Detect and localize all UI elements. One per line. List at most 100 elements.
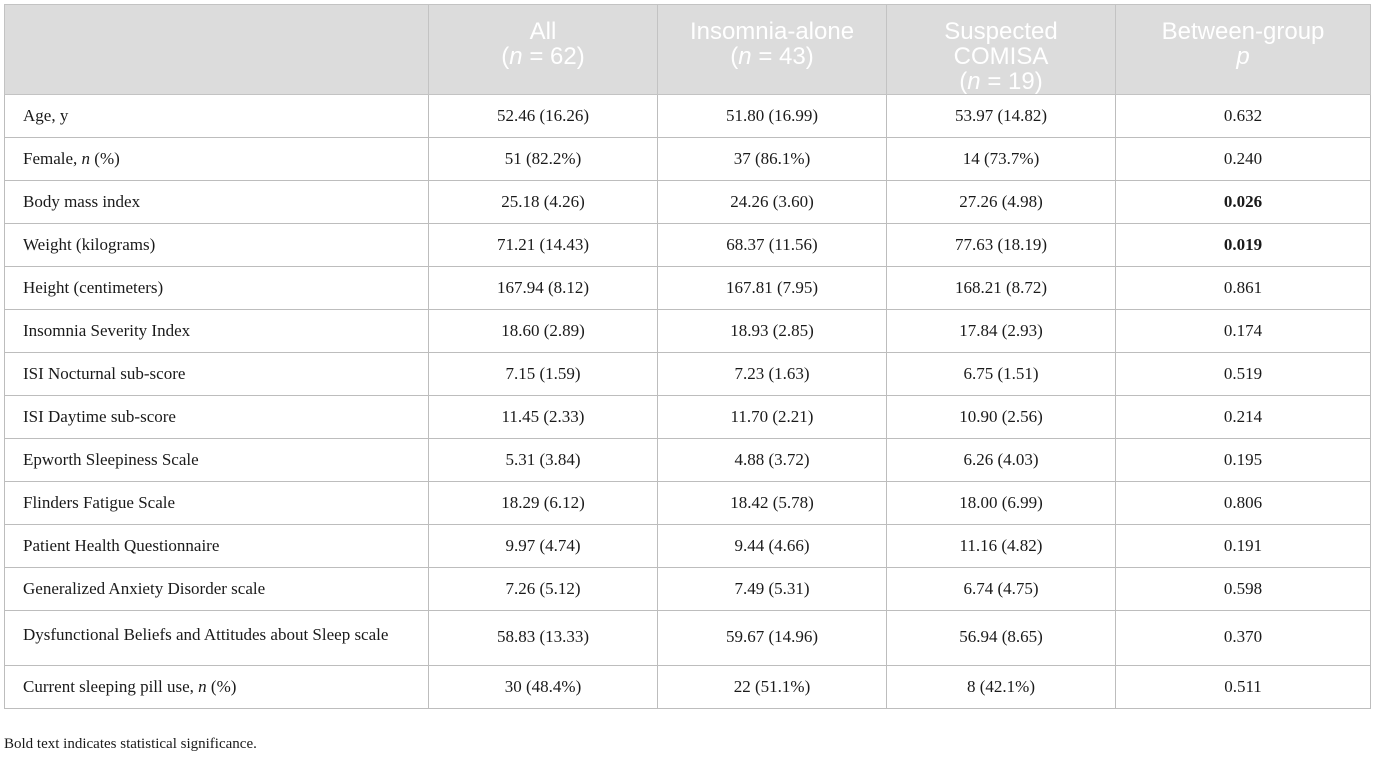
- cell-insomnia-alone: 18.93 (2.85): [657, 309, 887, 353]
- cell-insomnia-alone: 37 (86.1%): [657, 137, 887, 181]
- row-label: Flinders Fatigue Scale: [4, 481, 429, 525]
- table-row: Height (centimeters) 167.94 (8.12) 167.81 …: [4, 266, 1371, 310]
- cell-suspected-comisa: 18.00 (6.99): [886, 481, 1116, 525]
- header-insomnia-alone-n: (n = 43): [730, 43, 814, 70]
- table-row: Insomnia Severity Index 18.60 (2.89) 18.93…: [4, 309, 1371, 353]
- table-header: All (n = 62) Insomnia-alone (n = 43) Sus…: [4, 4, 1371, 95]
- header-all: All (n = 62): [428, 4, 658, 95]
- table-row: Weight (kilograms) 71.21 (14.43) 68.37 (11…: [4, 223, 1371, 267]
- header-between-group-p: Between-group p: [1115, 4, 1371, 95]
- table-row: Epworth Sleepiness Scale 5.31 (3.84) 4.88 …: [4, 438, 1371, 482]
- cell-p-value: 0.806: [1115, 481, 1371, 525]
- cell-suspected-comisa: 17.84 (2.93): [886, 309, 1116, 353]
- cell-insomnia-alone: 22 (51.1%): [657, 665, 887, 709]
- cell-insomnia-alone: 167.81 (7.95): [657, 266, 887, 310]
- header-all-title: All: [529, 18, 557, 45]
- row-label: Epworth Sleepiness Scale: [4, 438, 429, 482]
- row-label: Patient Health Questionnaire: [4, 524, 429, 568]
- cell-all: 7.15 (1.59): [428, 352, 658, 396]
- cell-insomnia-alone: 51.80 (16.99): [657, 94, 887, 138]
- header-suspected-comisa: Suspected COMISA (n = 19): [886, 4, 1116, 95]
- cell-all: 9.97 (4.74): [428, 524, 658, 568]
- cell-p-value: 0.240: [1115, 137, 1371, 181]
- cell-p-value: 0.174: [1115, 309, 1371, 353]
- cell-all: 18.60 (2.89): [428, 309, 658, 353]
- cell-suspected-comisa: 8 (42.1%): [886, 665, 1116, 709]
- cell-suspected-comisa: 168.21 (8.72): [886, 266, 1116, 310]
- cell-all: 18.29 (6.12): [428, 481, 658, 525]
- cell-all: 71.21 (14.43): [428, 223, 658, 267]
- header-insomnia-alone-title: Insomnia-alone: [689, 18, 855, 45]
- table-row: Dysfunctional Beliefs and Attitudes abou…: [4, 610, 1371, 666]
- cell-insomnia-alone: 68.37 (11.56): [657, 223, 887, 267]
- table-row: Generalized Anxiety Disorder scale 7.26 (…: [4, 567, 1371, 611]
- row-label: Body mass index: [4, 180, 429, 224]
- cell-all: 5.31 (3.84): [428, 438, 658, 482]
- cell-p-value: 0.195: [1115, 438, 1371, 482]
- row-label: ISI Nocturnal sub-score: [4, 352, 429, 396]
- table-row: Female, n (%) 51 (82.2%) 37 (86.1%) 14 (73.…: [4, 137, 1371, 181]
- cell-p-value: 0.019: [1115, 223, 1371, 267]
- header-all-n: (n = 62): [501, 43, 585, 70]
- cell-suspected-comisa: 53.97 (14.82): [886, 94, 1116, 138]
- cell-all: 167.94 (8.12): [428, 266, 658, 310]
- row-label: Dysfunctional Beliefs and Attitudes abou…: [4, 610, 429, 666]
- cell-insomnia-alone: 11.70 (2.21): [657, 395, 887, 439]
- row-label: Insomnia Severity Index: [4, 309, 429, 353]
- cell-p-value: 0.598: [1115, 567, 1371, 611]
- cell-insomnia-alone: 7.23 (1.63): [657, 352, 887, 396]
- cell-p-value: 0.861: [1115, 266, 1371, 310]
- cell-suspected-comisa: 56.94 (8.65): [886, 610, 1116, 666]
- cell-all: 58.83 (13.33): [428, 610, 658, 666]
- cell-p-value: 0.632: [1115, 94, 1371, 138]
- cell-all: 25.18 (4.26): [428, 180, 658, 224]
- table-row: Age, y 52.46 (16.26) 51.80 (16.99) 53.97 (1…: [4, 94, 1371, 138]
- cell-insomnia-alone: 24.26 (3.60): [657, 180, 887, 224]
- header-suspected-comisa-n: (n = 19): [959, 68, 1043, 95]
- header-suspected-comisa-title-1: Suspected: [944, 18, 1058, 45]
- table-row: Patient Health Questionnaire 9.97 (4.74) 9…: [4, 524, 1371, 568]
- table-row: ISI Nocturnal sub-score 7.15 (1.59) 7.23 (…: [4, 352, 1371, 396]
- row-label: Current sleeping pill use, n (%): [4, 665, 429, 709]
- cell-all: 51 (82.2%): [428, 137, 658, 181]
- cell-suspected-comisa: 10.90 (2.56): [886, 395, 1116, 439]
- cell-suspected-comisa: 11.16 (4.82): [886, 524, 1116, 568]
- cell-insomnia-alone: 4.88 (3.72): [657, 438, 887, 482]
- table-row: ISI Daytime sub-score 11.45 (2.33) 11.70 (…: [4, 395, 1371, 439]
- header-suspected-comisa-title-2: COMISA: [953, 43, 1049, 70]
- cell-p-value: 0.026: [1115, 180, 1371, 224]
- header-between-group-title: Between-group: [1161, 18, 1325, 45]
- cell-insomnia-alone: 59.67 (14.96): [657, 610, 887, 666]
- table-row: Body mass index 25.18 (4.26) 24.26 (3.60) 2…: [4, 180, 1371, 224]
- table-footnote: Bold text indicates statistical signific…: [4, 736, 257, 752]
- header-row: All (n = 62) Insomnia-alone (n = 43) Sus…: [4, 4, 1371, 95]
- row-label: Female, n (%): [4, 137, 429, 181]
- cell-suspected-comisa: 6.74 (4.75): [886, 567, 1116, 611]
- cell-p-value: 0.370: [1115, 610, 1371, 666]
- row-label: ISI Daytime sub-score: [4, 395, 429, 439]
- row-label: Generalized Anxiety Disorder scale: [4, 567, 429, 611]
- cell-insomnia-alone: 7.49 (5.31): [657, 567, 887, 611]
- header-insomnia-alone: Insomnia-alone (n = 43): [657, 4, 887, 95]
- row-label: Age, y: [4, 94, 429, 138]
- cell-p-value: 0.214: [1115, 395, 1371, 439]
- comparison-table-container: All (n = 62) Insomnia-alone (n = 43) Sus…: [4, 4, 1371, 709]
- cell-all: 11.45 (2.33): [428, 395, 658, 439]
- cell-p-value: 0.191: [1115, 524, 1371, 568]
- cell-suspected-comisa: 14 (73.7%): [886, 137, 1116, 181]
- cell-all: 52.46 (16.26): [428, 94, 658, 138]
- cell-p-value: 0.519: [1115, 352, 1371, 396]
- cell-insomnia-alone: 18.42 (5.78): [657, 481, 887, 525]
- table-row: Current sleeping pill use, n (%) 30 (48.4…: [4, 665, 1371, 709]
- row-label: Height (centimeters): [4, 266, 429, 310]
- cell-all: 30 (48.4%): [428, 665, 658, 709]
- table-row: Flinders Fatigue Scale 18.29 (6.12) 18.42 …: [4, 481, 1371, 525]
- cell-suspected-comisa: 6.75 (1.51): [886, 352, 1116, 396]
- cell-all: 7.26 (5.12): [428, 567, 658, 611]
- header-between-group-p-symbol: p: [1236, 43, 1250, 70]
- cell-suspected-comisa: 6.26 (4.03): [886, 438, 1116, 482]
- table-body: Age, y 52.46 (16.26) 51.80 (16.99) 53.97 (1…: [4, 94, 1371, 709]
- header-blank: [4, 4, 429, 95]
- comparison-table: All (n = 62) Insomnia-alone (n = 43) Sus…: [4, 4, 1371, 709]
- cell-p-value: 0.511: [1115, 665, 1371, 709]
